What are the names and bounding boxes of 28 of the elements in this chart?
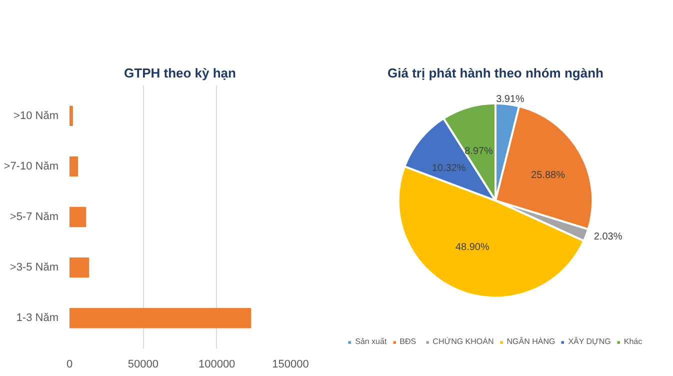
data-label: 48.90% xyxy=(455,242,490,254)
data-label: 25.88% xyxy=(531,170,566,182)
y-tick-label: >5-7 Năm xyxy=(10,211,59,223)
bar xyxy=(70,106,73,126)
chart-title: Giá trị phát hành theo nhóm ngành xyxy=(388,66,604,80)
data-label: 2.03% xyxy=(594,231,622,242)
data-label: 10.32% xyxy=(432,162,466,174)
bar xyxy=(70,206,86,228)
y-tick-label: >7-10 Năm xyxy=(4,160,59,172)
bar xyxy=(70,156,78,177)
bar xyxy=(70,308,252,328)
data-label: 3.91% xyxy=(496,94,525,105)
y-tick-label: >10 Năm xyxy=(14,110,59,122)
x-tick-label: 100000 xyxy=(198,358,236,370)
bar xyxy=(70,257,90,278)
x-tick-label: 150000 xyxy=(272,358,309,370)
x-tick-label: 0 xyxy=(66,358,73,370)
data-label: 8.97% xyxy=(464,146,494,158)
x-tick-label: 50000 xyxy=(128,358,158,370)
legend-label: CHỨNG KHOÁN xyxy=(432,337,494,346)
legend-label: XÂY DỰNG xyxy=(568,337,611,346)
legend-label: Sản xuất xyxy=(355,337,387,346)
y-tick-label: >3-5 Năm xyxy=(10,262,59,274)
legend-label: BĐS xyxy=(400,337,418,346)
legend-label: NGÂN HÀNG xyxy=(506,337,556,346)
legend-label: Khác xyxy=(624,337,644,346)
chart-title: GTPH theo kỳ hạn xyxy=(124,66,236,80)
y-tick-label: 1-3 Năm xyxy=(16,312,59,324)
